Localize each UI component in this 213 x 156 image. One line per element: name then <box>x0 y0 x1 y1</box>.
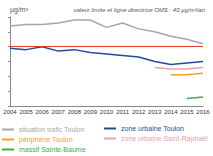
svg-text:2016: 2016 <box>196 109 210 115</box>
svg-text:2005: 2005 <box>19 109 33 115</box>
svg-text:zone urbaine Saint-Raphaël: zone urbaine Saint-Raphaël <box>121 135 208 143</box>
svg-text:2015: 2015 <box>180 109 194 115</box>
svg-text:2006: 2006 <box>35 109 49 115</box>
svg-text:2009: 2009 <box>84 109 98 115</box>
svg-text:valeur limite et ligne directr: valeur limite et ligne directrice OMS : … <box>73 7 205 13</box>
svg-text:2013: 2013 <box>148 109 162 115</box>
svg-text:2007: 2007 <box>52 109 66 115</box>
svg-text:2004: 2004 <box>3 109 17 115</box>
svg-text:2012: 2012 <box>132 109 146 115</box>
svg-text:zone urbaine Toulon: zone urbaine Toulon <box>121 125 184 132</box>
svg-text:2014: 2014 <box>164 109 178 115</box>
svg-text:µg/m³: µg/m³ <box>10 6 29 14</box>
svg-text:massif Sainte-Baume: massif Sainte-Baume <box>19 146 86 153</box>
svg-text:périphérie Toulon: périphérie Toulon <box>19 136 73 144</box>
svg-text:2010: 2010 <box>100 109 114 115</box>
svg-text:2011: 2011 <box>116 109 130 115</box>
svg-text:2008: 2008 <box>68 109 82 115</box>
svg-text:situation trafic Toulon: situation trafic Toulon <box>19 126 85 133</box>
